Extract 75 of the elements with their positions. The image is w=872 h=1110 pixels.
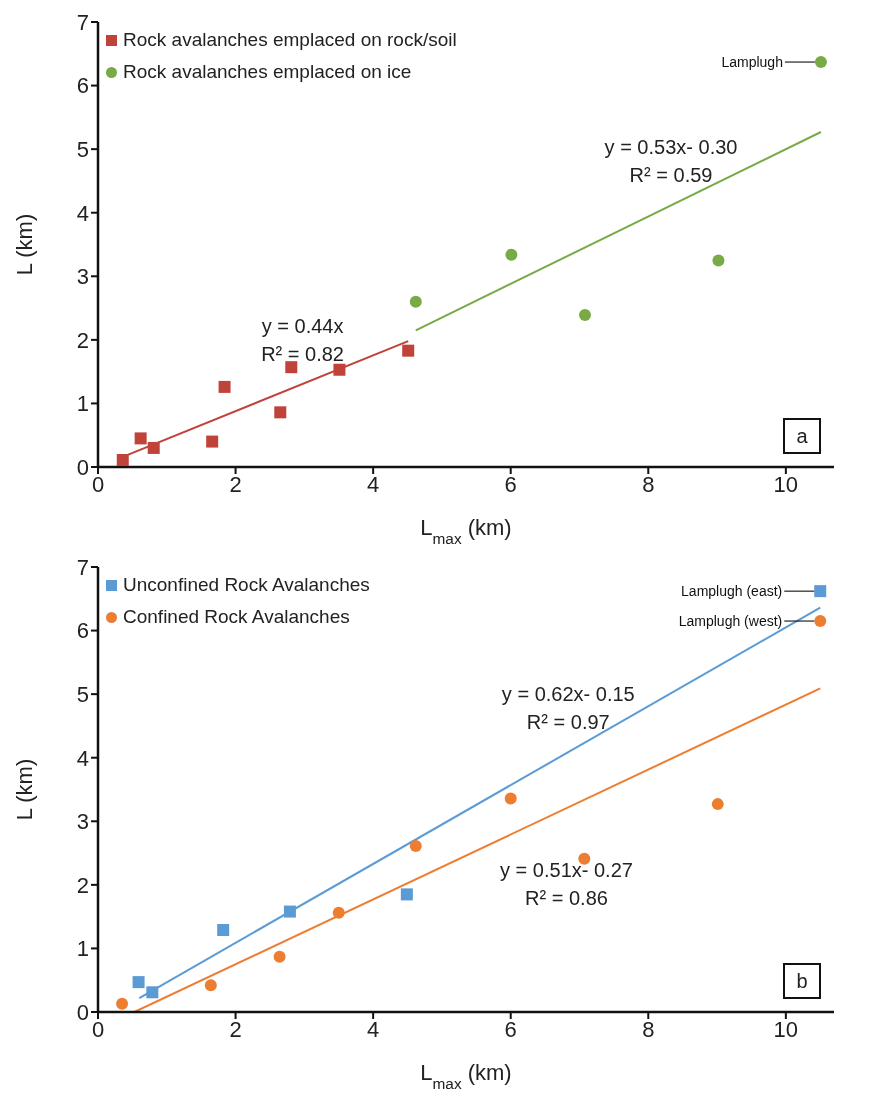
point (712, 254, 725, 267)
point (274, 406, 287, 419)
y-tick-label: 6 (76, 73, 89, 99)
y-tick-label: 4 (76, 200, 89, 226)
annotation: Lamplugh (721, 54, 783, 71)
x-tick-label: 8 (642, 471, 655, 497)
y-tick-label: 5 (76, 136, 89, 162)
annotation: Lamplugh (east) (681, 583, 783, 600)
y-tick-label: 1 (76, 391, 89, 417)
y-tick-label: 4 (76, 745, 89, 771)
point (814, 56, 827, 69)
legend-label: Rock avalanches emplaced on ice (123, 60, 412, 84)
annotation: R² = 0.97 (526, 711, 610, 734)
legend-label: Rock avalanches emplaced on rock/soil (123, 28, 457, 52)
annotation: y = 0.44x (261, 314, 344, 337)
annotation: b (796, 970, 808, 992)
annotation: R² = 0.82 (261, 342, 345, 365)
point (273, 950, 286, 963)
point (409, 295, 422, 308)
x-tick-label: 2 (229, 471, 242, 497)
annotation: R² = 0.86 (525, 887, 608, 910)
point (400, 888, 413, 901)
annotation: Lamplugh (west) (678, 613, 783, 630)
x-tick-label: 10 (773, 471, 799, 497)
y-tick-label: 5 (76, 681, 89, 707)
point (814, 615, 827, 628)
x-tick-label: 8 (642, 1016, 655, 1042)
point (206, 435, 219, 448)
point (333, 363, 346, 376)
point (504, 792, 517, 805)
point (332, 906, 345, 919)
point (814, 585, 827, 598)
annotation: y = 0.51x- 0.27 (500, 859, 633, 882)
point (218, 380, 231, 393)
point (217, 923, 230, 936)
x-axis-title: L$_{max}$ (km) (420, 1060, 512, 1092)
y-tick-label: 7 (76, 9, 89, 35)
x-tick-label: 2 (229, 1016, 242, 1042)
y-tick-label: 1 (76, 936, 89, 962)
annotation: R² = 0.59 (629, 164, 713, 187)
point (579, 309, 591, 322)
y-tick-label: 0 (76, 454, 89, 480)
point (147, 441, 160, 454)
point (505, 248, 518, 261)
legend-label: Unconfined Rock Avalanches (123, 573, 370, 597)
point (283, 905, 296, 918)
y-tick-label: 6 (76, 618, 89, 644)
x-tick-label: 6 (504, 471, 517, 497)
y-tick-label: 3 (76, 809, 89, 835)
x-tick-label: 10 (773, 1016, 799, 1042)
point (409, 840, 422, 853)
x-axis-title: L$_{max}$ (km) (420, 515, 512, 547)
x-tick-label: 4 (367, 471, 380, 497)
y-tick-label: 7 (76, 554, 89, 580)
point (116, 997, 129, 1010)
y-axis-title: L (km) (12, 758, 37, 821)
x-tick-label: 4 (367, 1016, 380, 1042)
point (285, 361, 298, 374)
point (711, 798, 724, 811)
annotation: y = 0.53x- 0.30 (604, 136, 738, 159)
annotation: a (796, 425, 809, 447)
y-tick-label: 2 (76, 327, 89, 353)
legend-label: Confined Rock Avalanches (123, 605, 350, 629)
y-tick-label: 2 (76, 872, 89, 898)
y-tick-label: 3 (76, 264, 89, 290)
x-tick-label: 6 (504, 1016, 517, 1042)
point (204, 979, 217, 992)
point (132, 976, 145, 989)
point (116, 454, 129, 467)
annotation: y = 0.62x- 0.15 (501, 683, 635, 706)
y-tick-label: 0 (76, 999, 89, 1025)
point (402, 344, 415, 357)
point (134, 432, 147, 445)
y-axis-title: L (km) (12, 213, 37, 276)
point (146, 986, 159, 999)
